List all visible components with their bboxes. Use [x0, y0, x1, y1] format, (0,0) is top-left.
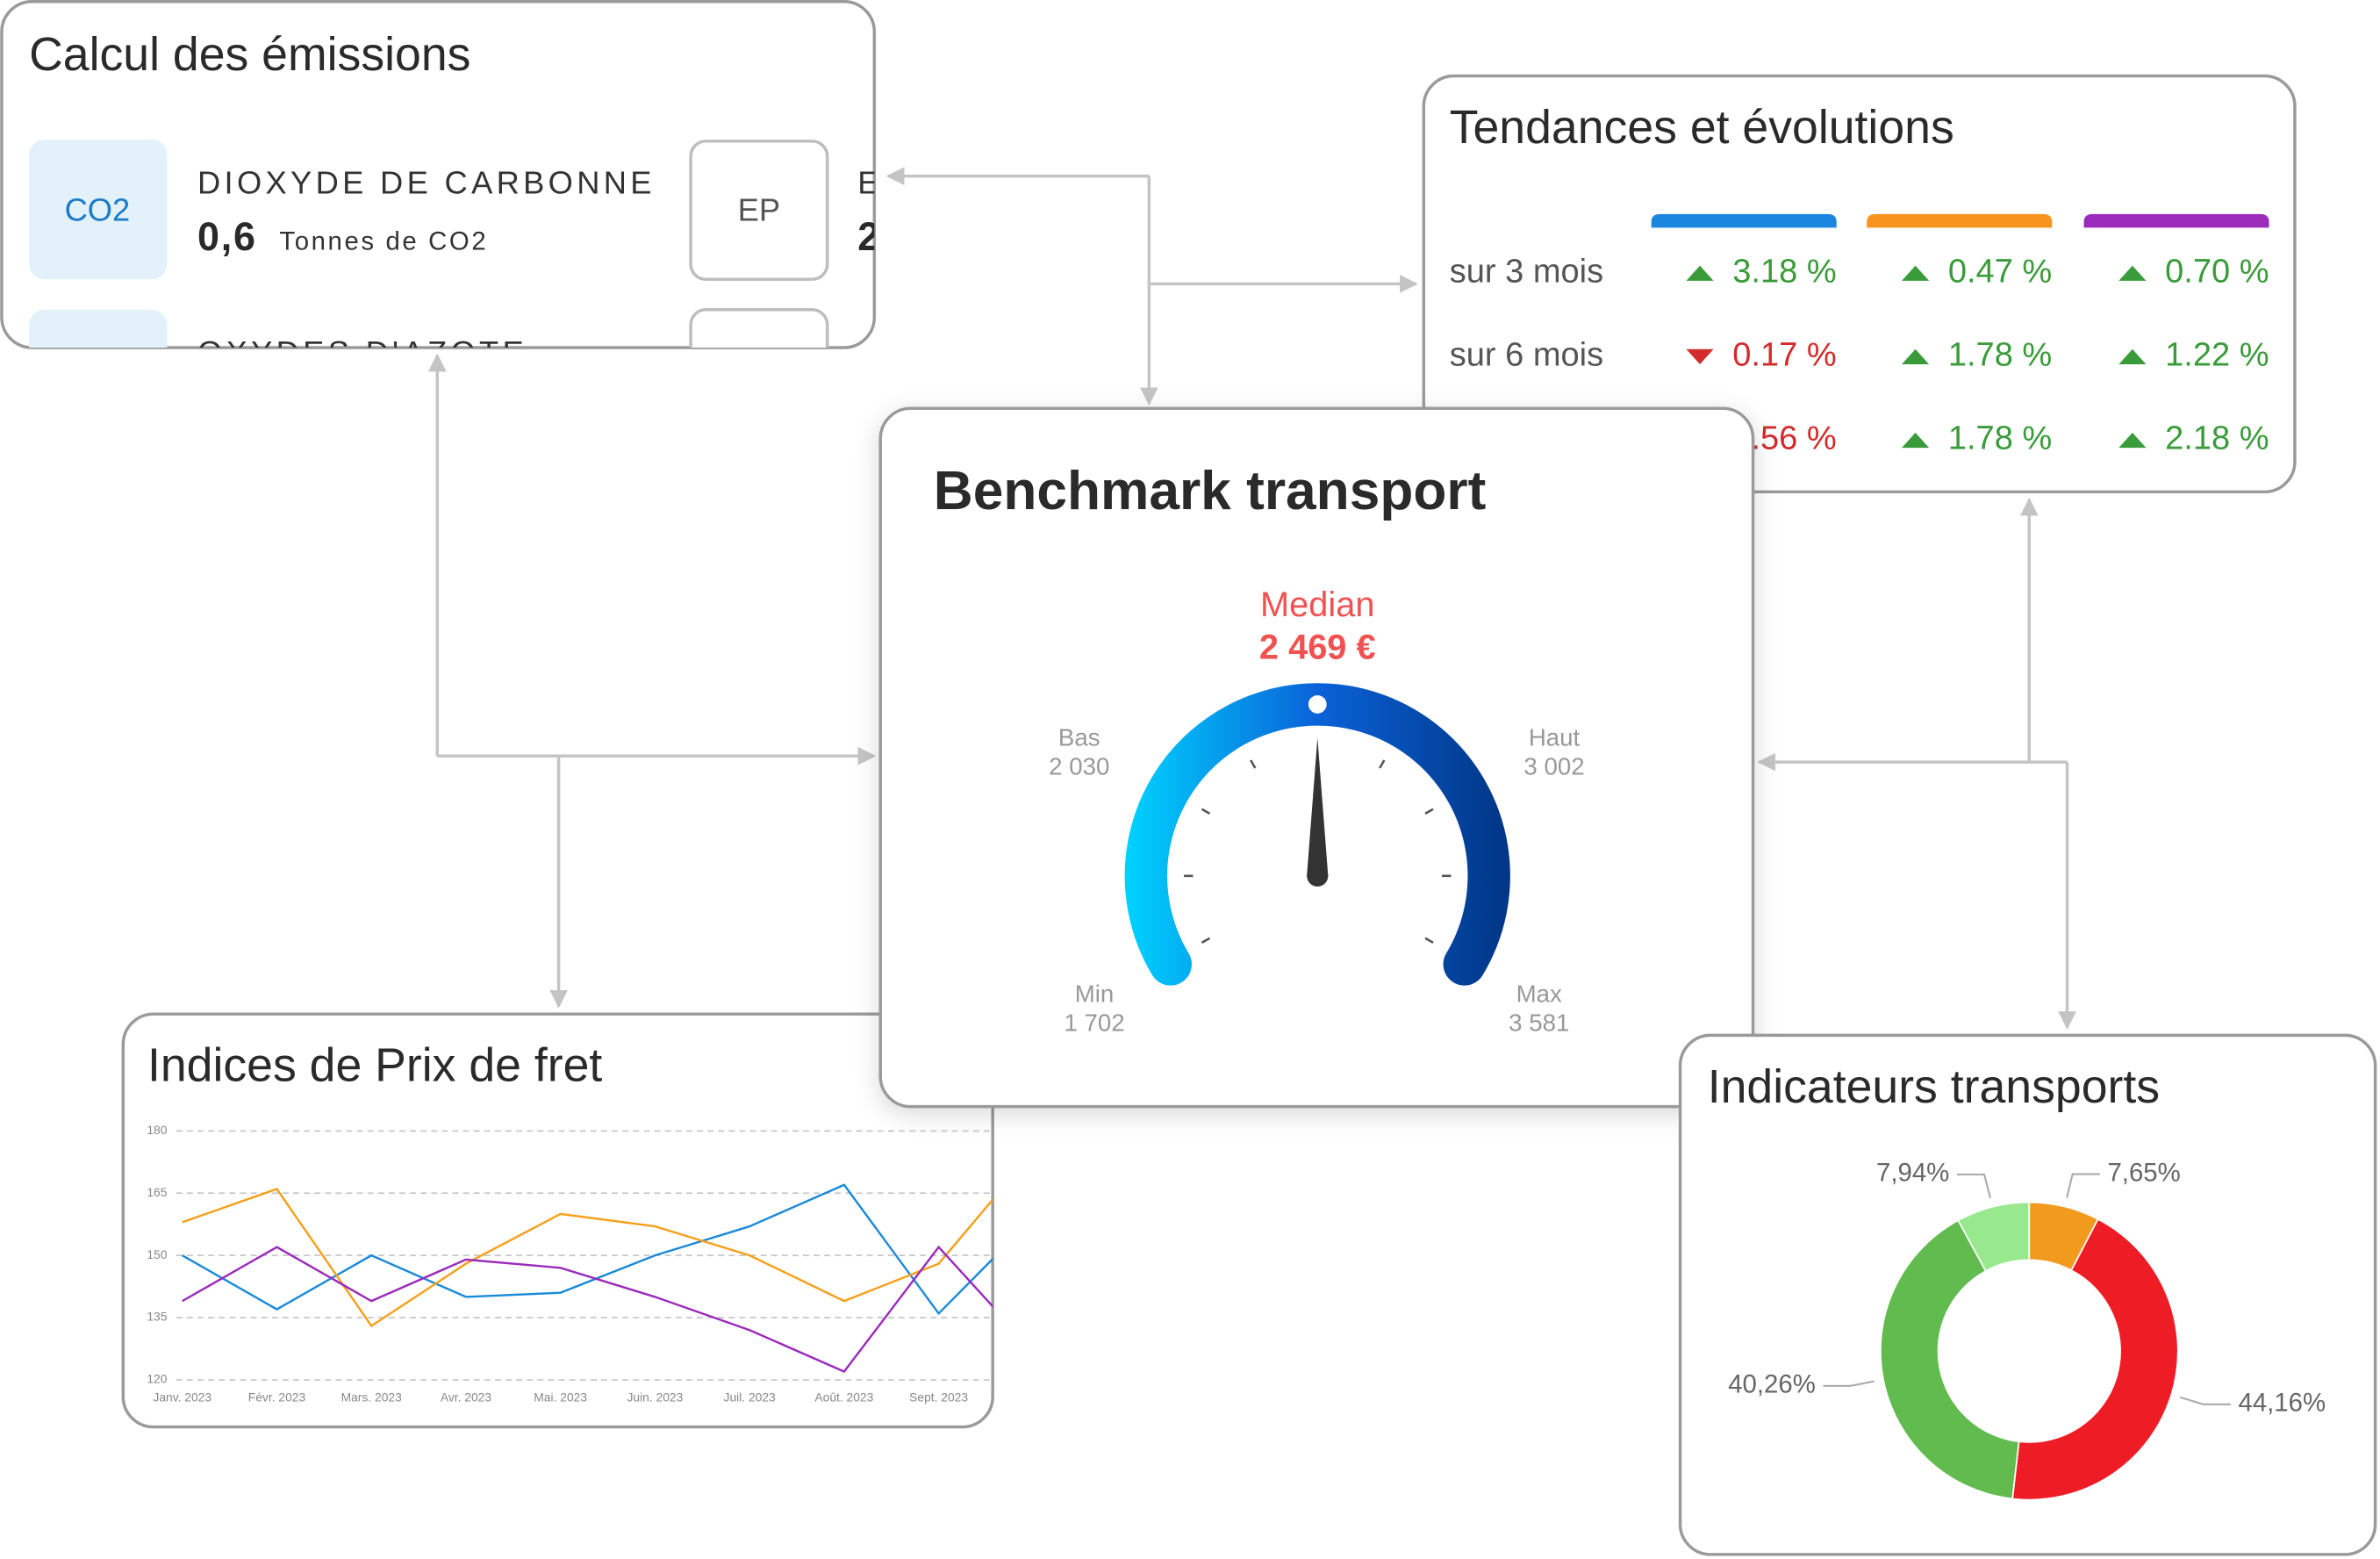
gauge-hub: [1307, 865, 1329, 887]
x-tick-label: Févr. 2023: [248, 1390, 306, 1404]
trend-up-icon: [1902, 348, 1930, 365]
gauge-marker: [1308, 695, 1327, 714]
emissions-content: Calcul des émissions CO2 DIOXYDE DE CARB…: [29, 28, 883, 370]
column-color-bar: [2083, 213, 2269, 228]
card-title: Indicateurs transports: [1708, 1060, 2160, 1113]
column-color-bar: [1867, 213, 2053, 228]
trend-value: 1.22 %: [2165, 336, 2269, 373]
high-label: Haut: [1529, 723, 1581, 751]
donut-segment: [2011, 1218, 2179, 1501]
y-tick-label: 150: [147, 1247, 167, 1261]
pollutant-badge: [689, 140, 829, 281]
trend-value: 1.78 %: [1948, 336, 2052, 373]
gauge-tick: [1424, 937, 1434, 945]
min-label: Min: [1075, 981, 1115, 1008]
connectors: [427, 167, 2076, 1030]
leader-line: [2066, 1173, 2100, 1198]
high-value: 3 002: [1523, 752, 1584, 780]
data-line: [182, 1183, 993, 1316]
leader-line: [1823, 1380, 1875, 1387]
emissions-card: [0, 0, 877, 349]
median-label: Median: [1260, 586, 1374, 624]
trend-up-icon: [1902, 432, 1930, 449]
x-tick-label: Avr. 2023: [441, 1390, 491, 1404]
gauge-tick: [1379, 759, 1386, 769]
y-tick-label: 180: [147, 1123, 167, 1137]
x-tick-label: Sept. 2023: [909, 1390, 968, 1404]
x-tick-label: Août. 2023: [814, 1390, 873, 1404]
pollutant-code: EP: [738, 192, 780, 228]
card-title: Tendances et évolutions: [1450, 101, 1954, 154]
x-tick-label: Juin. 2023: [627, 1390, 684, 1404]
trend-up-icon: [2118, 348, 2147, 365]
gauge-tick: [1250, 759, 1257, 769]
leader-line: [2179, 1396, 2231, 1405]
trend-value: 0.70 %: [2165, 253, 2269, 290]
pollutant-code: CO2: [65, 192, 131, 228]
x-tick-label: Juil. 2023: [724, 1390, 777, 1404]
leader-line: [1956, 1173, 1991, 1199]
low-label: Bas: [1058, 723, 1100, 751]
data-label: 40,26%: [1728, 1370, 1816, 1399]
pollutant-badge: [29, 140, 168, 280]
card-title: Benchmark transport: [934, 461, 1487, 521]
data-line: [182, 1245, 993, 1373]
trend-value: 0.17 %: [1732, 336, 1836, 373]
data-label: 44,16%: [2239, 1389, 2326, 1418]
gauge-tick: [1201, 937, 1211, 945]
trend-down-icon: [1686, 348, 1714, 365]
donut-segment: [1879, 1219, 2020, 1500]
x-tick-label: Janv. 2023: [153, 1390, 211, 1404]
x-tick-label: Mars. 2023: [341, 1390, 402, 1404]
gauge-tick: [1201, 808, 1211, 815]
benchmark-content: Benchmark transport Median 2 469 € Bas 2…: [934, 461, 1585, 1036]
data-line: [182, 1151, 993, 1328]
pollutant-value: 2: [857, 214, 879, 259]
indicators-card: [1678, 1033, 2377, 1556]
median-value: 2 469 €: [1259, 629, 1376, 667]
data-label: 7,94%: [1876, 1159, 1949, 1188]
pollutant-name: E: [857, 165, 883, 201]
trend-value: 0.47 %: [1948, 253, 2052, 290]
min-value: 1 702: [1064, 1009, 1124, 1037]
trend-up-icon: [1902, 265, 1930, 281]
indicators-content: Indicateurs transports 7,94% 7,65% 44,16% 4…: [1708, 1060, 2326, 1501]
row-label: sur 3 mois: [1450, 253, 1603, 290]
data-label: 7,65%: [2107, 1158, 2180, 1187]
trend-value: .56 %: [1751, 420, 1836, 457]
trend-value: 1.78 %: [1948, 420, 2052, 457]
y-tick-label: 120: [147, 1372, 167, 1386]
y-tick-label: 135: [147, 1310, 167, 1324]
pollutant-unit: Tonnes de CO2: [279, 226, 488, 255]
freight-content: Indices de Prix de fret 120 135 150 165 180 J…: [147, 1039, 993, 1404]
freight-card: [121, 1012, 994, 1429]
low-value: 2 030: [1049, 752, 1109, 780]
trend-up-icon: [1686, 265, 1714, 281]
max-label: Max: [1516, 981, 1562, 1008]
trends-card: [1422, 74, 2297, 494]
column-color-bar: [1651, 213, 1837, 228]
trends-content: Tendances et évolutions sur 3 mois 3.18 %…: [1450, 101, 2269, 457]
gauge-needle: [1307, 737, 1329, 876]
y-tick-label: 165: [147, 1185, 167, 1199]
card-title: Indices de Prix de fret: [147, 1039, 602, 1092]
trend-up-icon: [2118, 265, 2147, 281]
card-title: Calcul des émissions: [29, 28, 470, 81]
pollutant-name: DIOXYDE DE CARBONNE: [197, 165, 656, 201]
pollutant-name: OXYDES D'AZOTE: [197, 334, 527, 370]
pollutant-value: 0,6: [197, 214, 257, 259]
row-label: sur 6 mois: [1450, 336, 1603, 373]
trend-value: 3.18 %: [1732, 253, 1836, 290]
gauge-tick: [1424, 808, 1434, 815]
x-tick-label: Mai. 2023: [534, 1390, 587, 1404]
pollutant-badge: [689, 308, 829, 348]
trend-up-icon: [2118, 432, 2147, 449]
max-value: 3 581: [1509, 1009, 1569, 1037]
pollutant-badge: [29, 309, 168, 348]
trend-value: 2.18 %: [2165, 420, 2269, 457]
